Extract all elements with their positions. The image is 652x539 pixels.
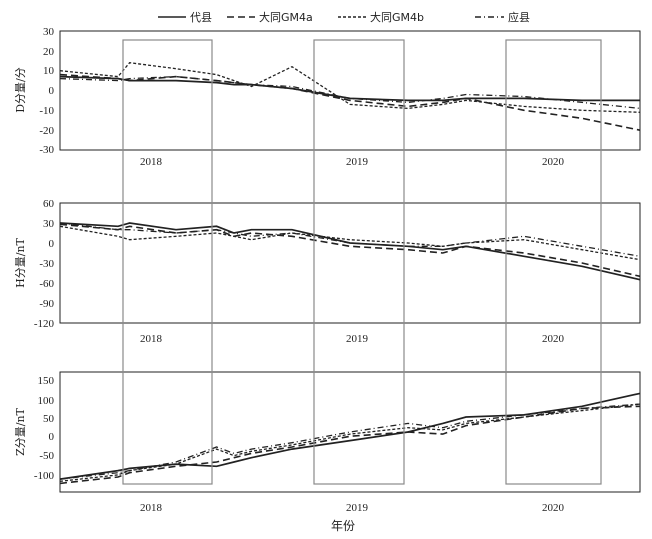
- panel-z-xtick: 2019: [346, 502, 369, 514]
- panel-z-ytick: -50: [39, 450, 54, 462]
- highlight-box-2020: [505, 39, 602, 485]
- panel-d-series: [59, 62, 641, 131]
- panel-z-ytick: 100: [38, 395, 55, 407]
- legend: 代县 大同GM4a 大同GM4b 应县: [158, 10, 530, 24]
- panel-h-ytick: 30: [43, 218, 55, 230]
- legend-label-yingxian: 应县: [508, 10, 530, 24]
- panel-h-xtick: 2019: [346, 333, 369, 345]
- panel-d-ytick: -20: [39, 125, 54, 137]
- legend-item-yingxian: 应县: [475, 10, 530, 24]
- panel-z-ytick: 0: [49, 431, 55, 443]
- panel-z-ytick: -100: [34, 470, 55, 482]
- panel-d-series-line-1: [59, 73, 641, 131]
- legend-label-datong-gm4b: 大同GM4b: [370, 10, 424, 24]
- panel-d-ytick: 30: [43, 26, 55, 38]
- panel-d-ytick: -10: [39, 105, 54, 117]
- x-axis-label: 年份: [331, 519, 355, 533]
- legend-item-daixian: 代县: [158, 11, 212, 24]
- panel-d-xtick: 2020: [542, 156, 565, 168]
- panel-d-xtick: 2018: [140, 156, 163, 168]
- panel-d-xticks: 2018 2019 2020: [140, 156, 565, 168]
- highlight-box-2018: [122, 39, 213, 485]
- panel-z-series-line-2: [59, 403, 641, 482]
- panel-h-ytick: -90: [39, 298, 54, 310]
- panel-d-ytick: -30: [39, 144, 54, 156]
- panel-z-ytick: 150: [38, 375, 55, 387]
- panel-z: Z分量/nT 150 100 50 0 -50 -100 2018 2019 2…: [14, 371, 641, 514]
- panel-d-yticks: 30 20 10 0 -10 -20 -30: [39, 26, 54, 156]
- legend-label-daixian: 代县: [190, 11, 212, 24]
- panel-d: D分量/分 30 20 10 0 -10 -20 -30 2018 2019 2…: [14, 26, 641, 168]
- legend-item-datong-gm4a: 大同GM4a: [227, 10, 313, 24]
- legend-label-datong-gm4a: 大同GM4a: [259, 10, 313, 24]
- panel-h-yticks: 60 30 0 -30 -60 -90 -120: [34, 198, 55, 330]
- panel-z-series: [59, 392, 641, 485]
- panel-h-ytick: -120: [34, 318, 55, 330]
- panel-z-ylabel: Z分量/nT: [14, 407, 27, 455]
- panel-z-frame: [59, 371, 641, 493]
- panel-z-xticks: 2018 2019 2020: [140, 502, 565, 514]
- panel-d-series-line-3: [59, 75, 641, 110]
- panel-h-xtick: 2018: [140, 333, 163, 345]
- legend-item-datong-gm4b: 大同GM4b: [338, 10, 424, 24]
- panel-h-ytick: -60: [39, 278, 54, 290]
- panel-z-series-line-1: [59, 405, 641, 485]
- panel-h: H分量/nT 60 30 0 -30 -60 -90 -120 2018 201…: [14, 198, 641, 345]
- panel-d-series-line-0: [59, 75, 640, 102]
- panel-h-series: [59, 222, 641, 281]
- panel-d-xtick: 2019: [346, 156, 369, 168]
- panel-z-ytick: 50: [43, 413, 55, 425]
- panel-z-xtick: 2018: [140, 502, 163, 514]
- panel-z-series-line-0: [59, 392, 641, 480]
- panel-d-ytick: 10: [43, 65, 55, 77]
- panel-d-ytick: 20: [43, 46, 55, 58]
- panel-h-ytick: 60: [43, 198, 55, 210]
- panel-h-xtick: 2020: [542, 333, 565, 345]
- panel-h-series-line-1: [59, 223, 641, 278]
- panel-h-ytick: 0: [49, 238, 55, 250]
- panel-h-xticks: 2018 2019 2020: [140, 333, 565, 345]
- panel-d-frame: [59, 30, 641, 151]
- panel-h-series-line-3: [59, 222, 641, 257]
- panel-h-ylabel: H分量/nT: [14, 237, 27, 287]
- panel-z-yticks: 150 100 50 0 -50 -100: [34, 375, 55, 482]
- highlight-box-2019: [313, 39, 405, 485]
- panel-d-ylabel: D分量/分: [14, 67, 27, 113]
- panel-z-xtick: 2020: [542, 502, 565, 514]
- panel-h-ytick: -30: [39, 258, 54, 270]
- panel-h-series-line-0: [59, 222, 641, 281]
- panel-h-series-line-2: [59, 225, 641, 261]
- panel-d-ytick: 0: [49, 85, 55, 97]
- panel-d-series-line-2: [59, 62, 641, 113]
- highlight-boxes: [122, 39, 602, 485]
- panel-z-series-line-3: [59, 403, 641, 480]
- panel-h-frame: [59, 202, 641, 324]
